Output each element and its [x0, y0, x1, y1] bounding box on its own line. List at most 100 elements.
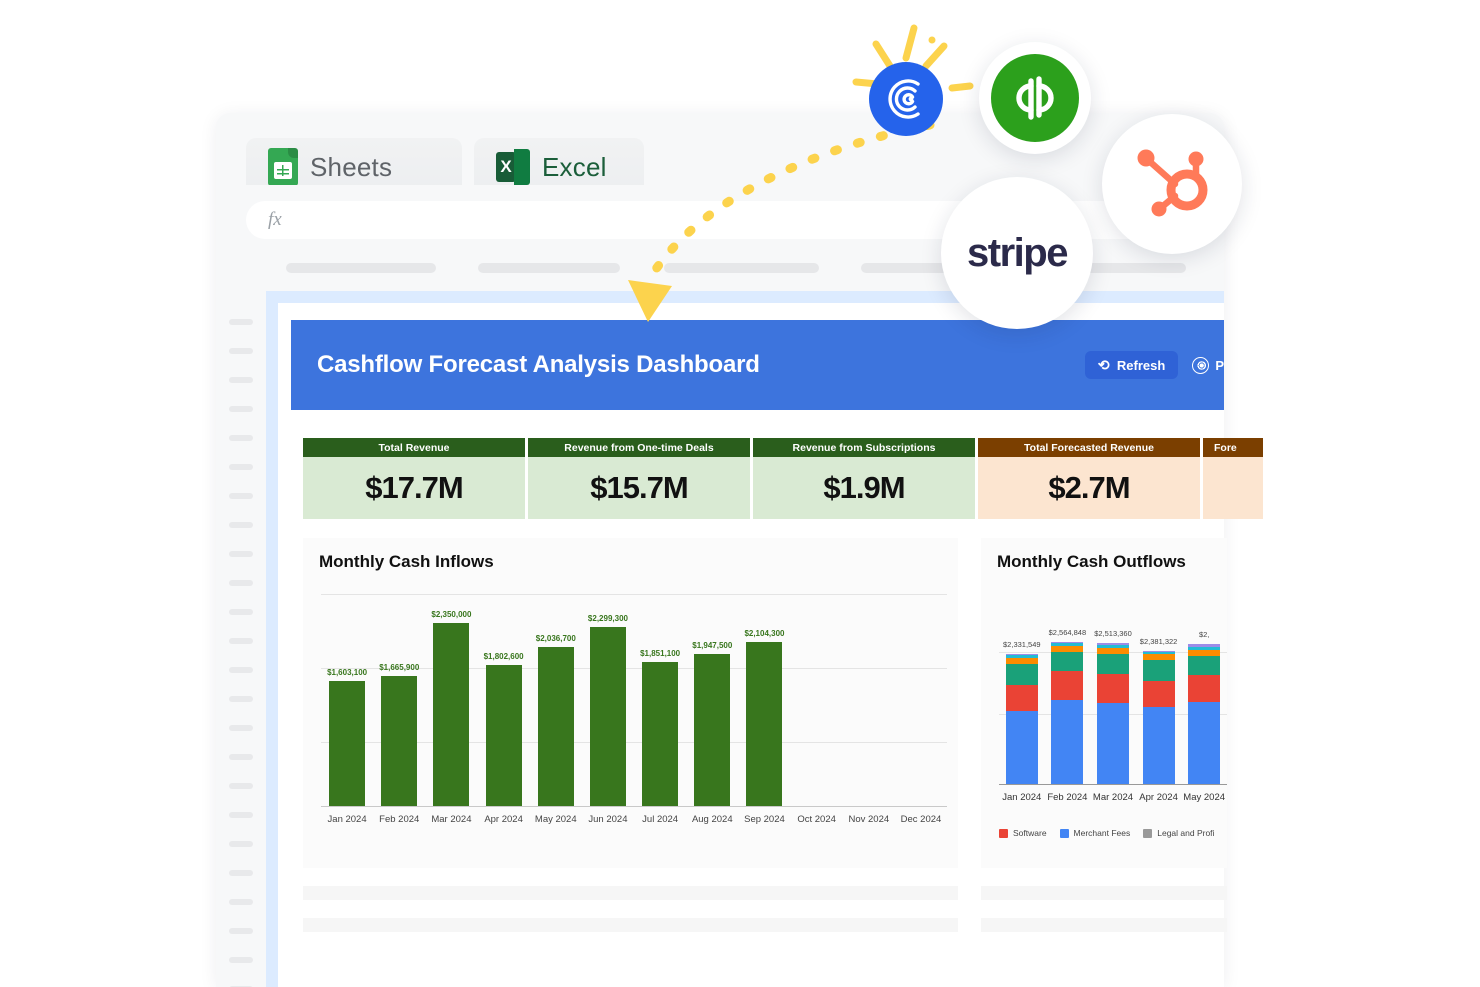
stacked-bar-segment [1188, 650, 1221, 656]
stacked-bar-segment [1051, 646, 1084, 652]
quickbooks-logo[interactable] [979, 42, 1091, 154]
kpi-card: Total Revenue $17.7M [303, 438, 525, 519]
legend-swatch [1059, 828, 1069, 838]
kpi-value-cell: $1.9M [753, 457, 975, 519]
x-axis-tick: May 2024 [534, 814, 577, 825]
row-header-pill [229, 609, 253, 615]
stacked-bar [1188, 644, 1221, 784]
row-header-pill [229, 667, 253, 673]
kpi-label: Revenue from Subscriptions [753, 438, 975, 457]
stacked-bar-segment [1005, 658, 1038, 664]
legend-label: Software [1013, 828, 1047, 838]
x-axis-tick: Jul 2024 [642, 814, 679, 825]
kpi-strip: Total Revenue $17.7M Revenue from One-time… [303, 438, 1263, 519]
stripe-wordmark: stripe [967, 230, 1068, 275]
content-placeholder-band [981, 918, 1227, 932]
monthly-cash-inflows-title: Monthly Cash Inflows [319, 552, 494, 571]
grid-line [321, 594, 947, 595]
monthly-cash-outflows-panel: Monthly Cash Outflows $2,331,549 $2,564,8… [981, 538, 1227, 868]
bar-slot: $2,104,300 [738, 584, 790, 806]
coefficient-logo-icon [1192, 356, 1210, 374]
stacked-bar-segment [1096, 645, 1129, 648]
stacked-bar-segment [1142, 681, 1175, 707]
bar-value-label: $1,947,500 [692, 641, 733, 650]
stacked-bar [1005, 654, 1038, 784]
bar-slot: $2,036,700 [530, 584, 582, 806]
stacked-bar-segment [1142, 654, 1175, 660]
bar-slot: $1,802,600 [478, 584, 530, 806]
refresh-button[interactable]: ⟳ Refresh [1085, 351, 1179, 379]
stacked-bar-segment [1096, 703, 1129, 784]
x-axis-tick: Apr 2024 [1139, 792, 1178, 803]
stacked-bar-segment [1188, 675, 1221, 702]
legend-label: Legal and Profi [1157, 828, 1215, 838]
x-axis-tick: Sep 2024 [744, 814, 785, 825]
toolbar-placeholder [1061, 263, 1186, 273]
bar [433, 623, 470, 806]
stacked-bar-slot: $2, [1181, 590, 1227, 784]
platform-tabstrip: Sheets X Excel [216, 113, 1224, 196]
coefficient-brand-label: P [1215, 357, 1224, 373]
legend-item[interactable]: Legal and Profi [1143, 828, 1214, 838]
legend-item[interactable]: Merchant Fees [1059, 828, 1130, 838]
stacked-bar [1051, 642, 1084, 784]
bar [694, 654, 731, 806]
page-title: Cashflow Forecast Analysis Dashboard [317, 351, 760, 378]
kpi-card: Revenue from Subscriptions $1.9M [753, 438, 975, 519]
kpi-label: Revenue from One-time Deals [528, 438, 750, 457]
quickbooks-icon [991, 54, 1079, 142]
stacked-bar [1096, 643, 1129, 784]
x-axis-tick: Feb 2024 [379, 814, 420, 825]
bar-value-label: $1,802,600 [483, 652, 524, 661]
x-axis-tick: Oct 2024 [797, 814, 836, 825]
monthly-cash-outflows-title: Monthly Cash Outflows [997, 552, 1186, 571]
bar-value-label: $2,299,300 [587, 614, 628, 623]
kpi-card: Total Forecasted Revenue $2.7M [978, 438, 1200, 519]
toolbar-placeholder [861, 263, 1021, 273]
row-header-pill [229, 580, 253, 586]
x-axis-tick: Jan 2024 [327, 814, 367, 825]
coefficient-logo[interactable] [869, 62, 943, 136]
x-axis-tick: Nov 2024 [848, 814, 890, 825]
row-header-pill [229, 841, 253, 847]
bar-series: $1,603,100 $1,665,900 $2,350,000 $1,802,600… [321, 584, 947, 806]
x-axis-labels: Jan 2024 Feb 2024 Mar 2024 Apr 2024 May 2024… [321, 806, 947, 832]
kpi-value: $17.7M [365, 470, 463, 505]
toolbar-placeholder-row [216, 263, 1224, 273]
bar-slot [791, 584, 843, 806]
kpi-value: $2.7M [1048, 470, 1130, 505]
bar-total-label: $2,513,360 [1094, 629, 1132, 638]
toolbar-placeholder [478, 263, 620, 273]
stacked-bar-segment [1188, 656, 1221, 675]
row-header-pill [229, 435, 253, 441]
stripe-logo[interactable]: stripe [941, 177, 1093, 329]
stacked-bar-segment [1096, 643, 1129, 645]
bar [329, 681, 366, 806]
bar-slot [895, 584, 947, 806]
integration-flow-arrow [628, 120, 935, 322]
stacked-bar-segment [1142, 707, 1175, 784]
toolbar-placeholder [286, 263, 436, 273]
stacked-bar-segment [1096, 674, 1129, 703]
stacked-bar-slot: $2,331,549 [999, 590, 1045, 784]
x-axis-labels: Jan 2024 Feb 2024 Mar 2024 Apr 2024 May 2024 [999, 784, 1227, 812]
row-header-pill [229, 522, 253, 528]
legend-item[interactable]: Software [999, 828, 1047, 838]
row-header-pill [229, 464, 253, 470]
bar [537, 647, 574, 806]
stacked-bar-segment [1188, 647, 1221, 650]
row-header-pill [229, 754, 253, 760]
toolbar-placeholder [664, 263, 819, 273]
stacked-bar-slot: $2,381,322 [1136, 590, 1182, 784]
stacked-bar-slot: $2,513,360 [1090, 590, 1136, 784]
bar-value-label: $2,036,700 [535, 634, 576, 643]
bar [642, 662, 679, 806]
x-axis-tick: Aug 2024 [691, 814, 733, 825]
tab-google-sheets[interactable]: Sheets [246, 138, 462, 196]
coefficient-brand[interactable]: P [1192, 356, 1224, 374]
row-header-pill [229, 348, 253, 354]
bar-total-label: $2, [1198, 630, 1210, 639]
kpi-value-cell: $17.7M [303, 457, 525, 519]
hubspot-logo[interactable] [1102, 114, 1242, 254]
